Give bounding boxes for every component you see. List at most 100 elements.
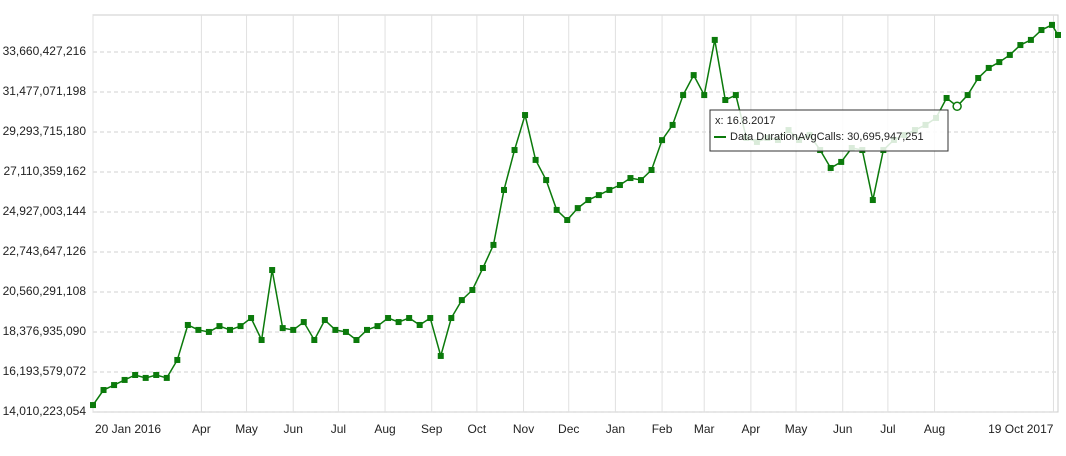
x-tick-label: Mar — [694, 422, 715, 436]
point — [311, 337, 318, 344]
point — [121, 376, 128, 383]
point — [269, 267, 276, 274]
point — [248, 315, 255, 322]
point — [532, 156, 539, 163]
point — [416, 321, 423, 328]
point — [574, 205, 581, 212]
point — [448, 315, 455, 322]
plot-frame — [92, 14, 1059, 413]
point — [342, 328, 349, 335]
y-tick-label: 18,376,935,090 — [3, 324, 87, 338]
point — [385, 315, 392, 322]
hover-point — [952, 101, 962, 112]
point — [985, 64, 992, 71]
x-tick-label: 20 Jan 2016 — [95, 422, 161, 436]
point — [500, 186, 507, 193]
point — [300, 319, 307, 326]
point — [90, 402, 96, 409]
point — [163, 374, 170, 381]
point — [174, 356, 181, 363]
point — [437, 352, 444, 359]
point — [711, 36, 718, 43]
point — [1038, 27, 1045, 34]
point — [153, 371, 160, 378]
point — [363, 326, 370, 333]
x-tick-label: Jan — [606, 422, 625, 436]
point — [195, 326, 202, 333]
x-tick-label: Aug — [924, 422, 945, 436]
point — [680, 92, 687, 99]
x-tick-label: Apr — [742, 422, 761, 436]
point — [975, 75, 982, 82]
point — [111, 382, 118, 389]
point — [184, 321, 191, 328]
point — [1055, 31, 1061, 38]
x-tick-label: Jul — [331, 422, 346, 436]
point — [543, 177, 550, 184]
x-tick-label: Jun — [833, 422, 852, 436]
point — [216, 323, 223, 330]
x-tick-label: Sep — [421, 422, 443, 436]
point — [479, 265, 486, 272]
point — [722, 97, 729, 104]
point — [522, 112, 529, 119]
point — [427, 315, 434, 322]
point — [469, 286, 476, 293]
series-line — [92, 23, 1059, 406]
point — [458, 297, 465, 304]
point — [353, 337, 360, 344]
point — [142, 374, 149, 381]
point — [553, 206, 560, 213]
point — [838, 158, 845, 165]
y-tick-label: 24,927,003,144 — [3, 204, 87, 218]
x-tick-label: Jun — [284, 422, 303, 436]
point — [395, 319, 402, 326]
x-tick-label: Oct — [468, 422, 487, 436]
point — [511, 147, 518, 154]
point — [648, 166, 655, 173]
point — [659, 137, 666, 144]
point — [701, 92, 708, 99]
point — [132, 371, 139, 378]
point — [606, 186, 613, 193]
tooltip-box — [709, 109, 949, 152]
point — [290, 326, 297, 333]
point — [732, 92, 739, 99]
x-tick-label: May — [235, 422, 258, 436]
point — [964, 92, 971, 99]
point — [669, 121, 676, 128]
y-tick-label: 14,010,223,054 — [3, 404, 87, 418]
y-tick-label: 20,560,291,108 — [3, 284, 87, 298]
point — [943, 94, 950, 101]
point — [258, 337, 265, 344]
y-tick-label: 29,293,715,180 — [3, 124, 87, 138]
point — [627, 175, 634, 182]
point — [827, 164, 834, 171]
tooltip: x: 16.8.2017 Data DurationAvgCalls: 30,6… — [709, 109, 949, 152]
x-tick-label: Dec — [558, 422, 579, 436]
x-tick-label: 19 Oct 2017 — [988, 422, 1054, 436]
point — [490, 241, 497, 248]
tooltip-text: Data DurationAvgCalls: 30,695,947,251 — [730, 131, 924, 143]
x-tick-label: May — [785, 422, 808, 436]
y-tick-label: 22,743,647,126 — [3, 244, 87, 258]
x-tick-label: Aug — [374, 422, 395, 436]
point — [1017, 42, 1024, 49]
point — [564, 217, 571, 224]
point — [690, 72, 697, 79]
point — [1048, 21, 1055, 28]
tooltip-title: x: 16.8.2017 — [715, 115, 776, 127]
point — [869, 197, 876, 204]
y-tick-label: 33,660,427,216 — [3, 44, 87, 58]
point — [321, 317, 328, 324]
point — [332, 326, 339, 333]
point — [616, 182, 623, 189]
point — [226, 326, 233, 333]
point — [1027, 36, 1034, 43]
point — [279, 325, 286, 332]
y-tick-label: 16,193,579,072 — [3, 364, 87, 378]
x-tick-label: Jul — [880, 422, 895, 436]
point — [205, 328, 212, 335]
point — [237, 323, 244, 330]
